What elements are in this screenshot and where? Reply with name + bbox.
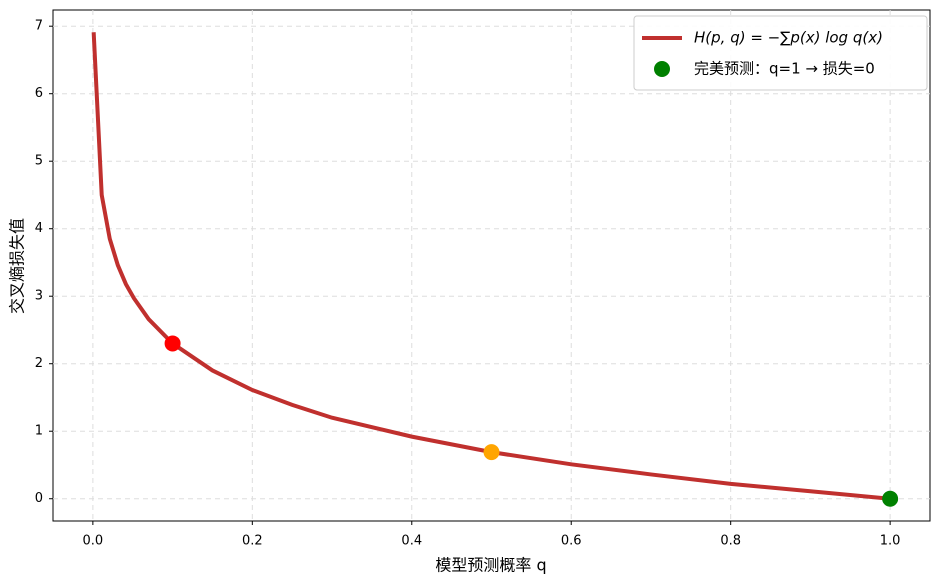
y-tick-label: 5: [35, 154, 43, 169]
y-tick-label: 1: [35, 424, 43, 439]
legend-marker: [654, 61, 670, 77]
line: [91, 32, 891, 501]
y-tick-label: 6: [35, 86, 43, 101]
y-axis-label: 交叉熵损失值: [8, 218, 27, 314]
x-tick-label: 0.8: [720, 534, 741, 549]
point: [483, 444, 500, 461]
plot-frame: [52, 9, 931, 522]
y-tick-label: 3: [35, 289, 43, 304]
x-tick-label: 1.0: [880, 534, 901, 549]
x-tick-label: 0.6: [561, 534, 582, 549]
x-tick-label: 0.2: [242, 534, 263, 549]
y-tick-label: 0: [35, 491, 43, 506]
legend-box: [633, 15, 928, 91]
x-axis-label: 模型预测概率 q: [435, 556, 546, 575]
x-tick-label: 0.0: [83, 534, 104, 549]
x-tick-label: 0.4: [401, 534, 422, 549]
legend-label: 完美预测：q=1 → 损失=0: [694, 60, 875, 78]
point: [164, 335, 181, 352]
point: [882, 490, 899, 507]
y-tick-label: 4: [35, 221, 43, 236]
legend-label: H(p, q) = −∑p(x) log q(x): [694, 29, 883, 47]
y-tick-label: 7: [35, 19, 43, 34]
y-tick-label: 2: [35, 356, 43, 371]
